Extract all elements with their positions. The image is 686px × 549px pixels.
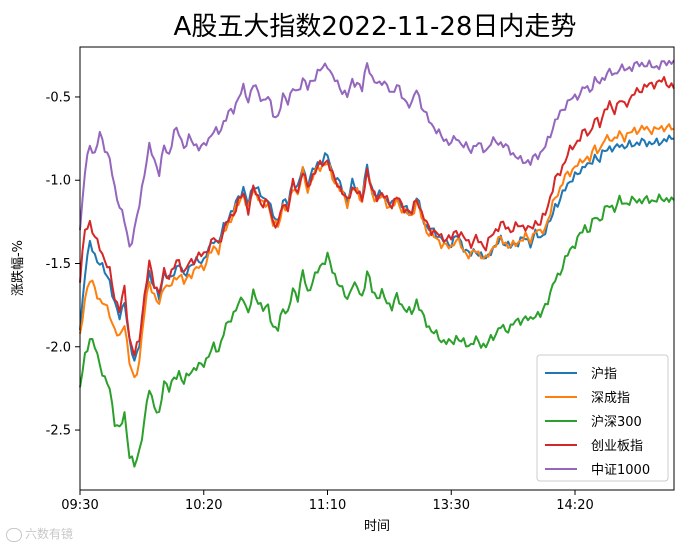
x-tick-label: 13:30 <box>433 498 470 513</box>
series-line-2 <box>79 123 675 379</box>
series-line-5 <box>79 59 675 248</box>
watermark-text: 六数有镜 <box>25 527 74 541</box>
plot-lines <box>79 59 675 468</box>
chart-title: A股五大指数2022-11-28日内走势 <box>174 12 577 42</box>
watermark: 六数有镜 <box>6 525 73 542</box>
y-tick-label: -2.0 <box>46 340 71 355</box>
x-tick-label: 10:20 <box>185 498 222 513</box>
series-line-4 <box>79 76 675 357</box>
x-axis-label: 时间 <box>364 519 390 534</box>
series-line-3 <box>79 193 675 468</box>
x-tick-label: 11:10 <box>309 498 346 513</box>
y-axis: -0.5 -1.0 -1.5 -2.0 -2.5 <box>46 90 80 439</box>
y-tick-label: -1.5 <box>46 257 71 272</box>
y-axis-label: 涨跌幅-% <box>10 240 26 296</box>
legend-label: 沪深300 <box>591 414 642 430</box>
legend-label: 沪指 <box>591 366 617 382</box>
x-tick-label: 14:20 <box>556 498 593 513</box>
y-tick-label: -1.0 <box>46 174 71 189</box>
x-tick-label: 09:30 <box>61 498 98 513</box>
watermark-logo-icon <box>6 527 22 542</box>
legend-label: 深成指 <box>591 391 630 406</box>
y-tick-label: -2.5 <box>46 424 71 439</box>
legend-box <box>536 354 669 482</box>
series-line-1 <box>79 134 675 362</box>
plot-frame <box>79 46 675 491</box>
x-axis: 09:30 10:20 11:10 13:30 14:20 <box>61 490 594 513</box>
legend-label: 创业板指 <box>591 439 643 454</box>
y-tick-label: -0.5 <box>46 90 71 105</box>
legend-label: 中证1000 <box>591 463 650 478</box>
